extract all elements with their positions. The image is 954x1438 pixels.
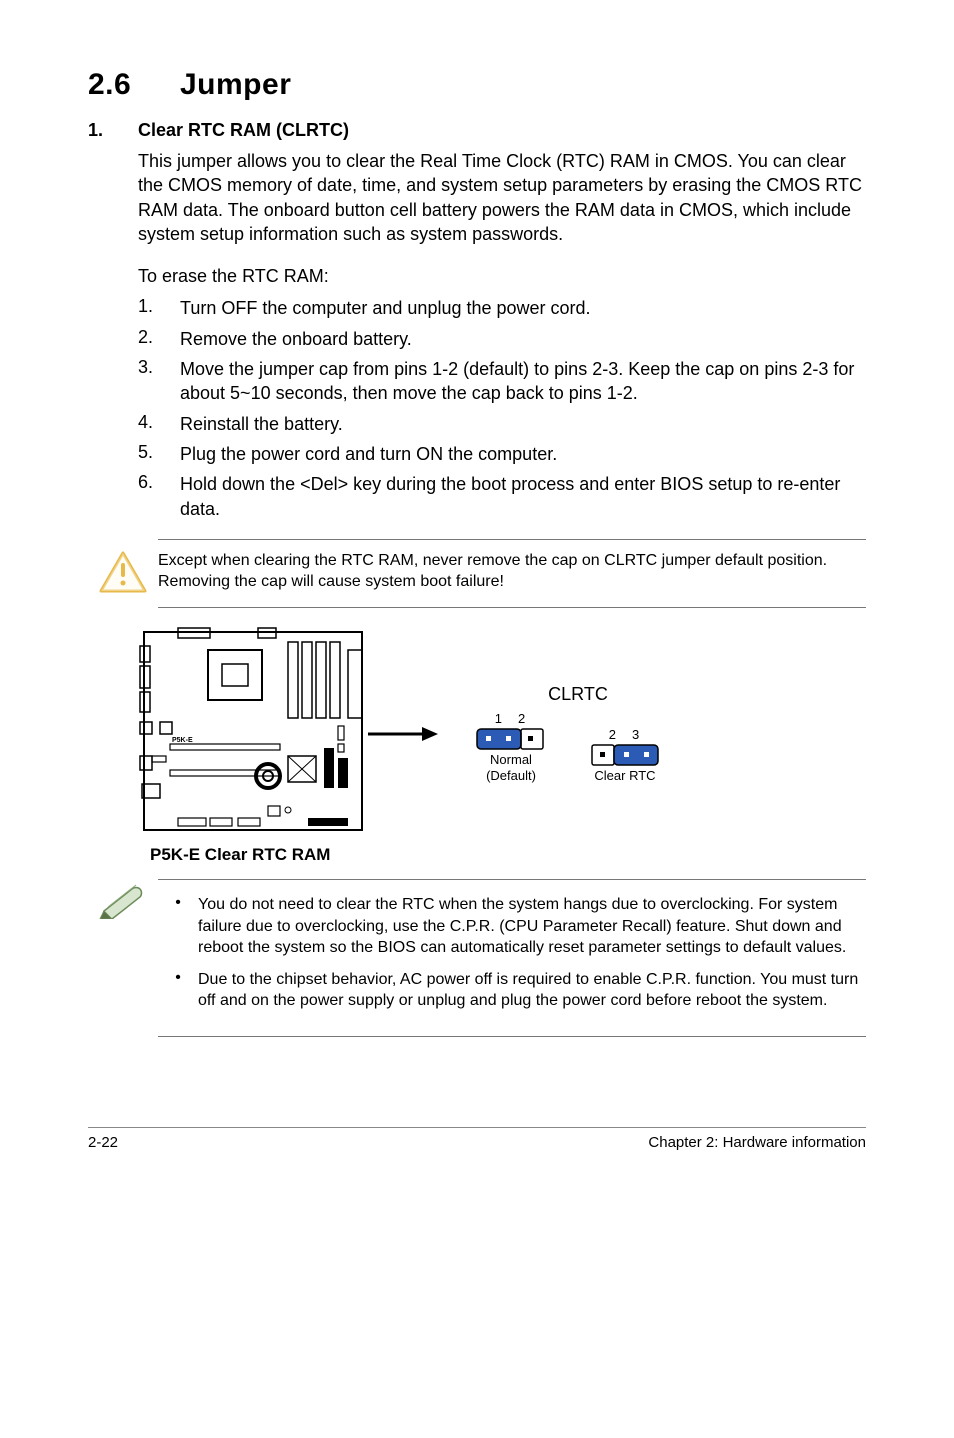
step-number: 2. xyxy=(138,327,180,351)
step-text: Remove the onboard battery. xyxy=(180,327,412,351)
pin-normal: 12 Normal (Default) xyxy=(476,711,546,783)
footer-page-number: 2-22 xyxy=(88,1134,118,1151)
pin-clear: 23 Clear RTC xyxy=(590,727,660,784)
section-title: 2.6Jumper xyxy=(88,68,866,102)
pin-numbers-left: 12 xyxy=(476,711,546,726)
item-description: This jumper allows you to clear the Real… xyxy=(138,149,866,246)
step-text: Reinstall the battery. xyxy=(180,412,343,436)
step-text: Hold down the <Del> key during the boot … xyxy=(180,472,866,521)
step-number: 6. xyxy=(138,472,180,521)
page-footer: 2-22 Chapter 2: Hardware information xyxy=(88,1127,866,1151)
step-number: 4. xyxy=(138,412,180,436)
warning-callout: Except when clearing the RTC RAM, never … xyxy=(88,539,866,608)
step-row: 6. Hold down the <Del> key during the bo… xyxy=(138,472,866,521)
motherboard-diagram: P5K-E CLRTC 12 Normal xyxy=(138,626,866,841)
step-row: 3. Move the jumper cap from pins 1-2 (de… xyxy=(138,357,866,406)
pin-numbers-right: 23 xyxy=(590,727,660,742)
item-number: 1. xyxy=(88,120,138,141)
warning-icon xyxy=(88,551,158,595)
section-number: 2.6 xyxy=(88,68,180,102)
step-row: 5. Plug the power cord and turn ON the c… xyxy=(138,442,866,466)
board-label: P5K-E xyxy=(172,737,193,744)
arrow-icon xyxy=(368,722,438,746)
note-bullet: • You do not need to clear the RTC when … xyxy=(158,894,866,959)
clrtc-label: CLRTC xyxy=(496,684,660,705)
erase-intro: To erase the RTC RAM: xyxy=(138,264,866,288)
step-number: 1. xyxy=(138,296,180,320)
item-title: Clear RTC RAM (CLRTC) xyxy=(138,120,349,141)
warning-text: Except when clearing the RTC RAM, never … xyxy=(158,550,866,593)
note-text: Due to the chipset behavior, AC power of… xyxy=(198,969,866,1012)
pen-icon xyxy=(88,879,158,919)
pin-sub-default: (Default) xyxy=(476,768,546,784)
step-row: 1. Turn OFF the computer and unplug the … xyxy=(138,296,866,320)
board-outline: P5K-E xyxy=(138,626,368,841)
bullet-dot: • xyxy=(158,894,198,959)
jumper-pin-diagram: CLRTC 12 Normal (Default) 23 xyxy=(476,684,660,783)
step-number: 3. xyxy=(138,357,180,406)
note-text: You do not need to clear the RTC when th… xyxy=(198,894,866,959)
step-text: Plug the power cord and turn ON the comp… xyxy=(180,442,557,466)
step-text: Move the jumper cap from pins 1-2 (defau… xyxy=(180,357,866,406)
step-row: 4. Reinstall the battery. xyxy=(138,412,866,436)
section-name: Jumper xyxy=(180,68,291,101)
note-callout: • You do not need to clear the RTC when … xyxy=(88,879,866,1037)
item-heading: 1. Clear RTC RAM (CLRTC) xyxy=(88,120,866,141)
step-number: 5. xyxy=(138,442,180,466)
step-text: Turn OFF the computer and unplug the pow… xyxy=(180,296,591,320)
diagram-caption: P5K-E Clear RTC RAM xyxy=(150,845,866,865)
bullet-dot: • xyxy=(158,969,198,1012)
pin-sub-clear: Clear RTC xyxy=(590,768,660,784)
step-row: 2. Remove the onboard battery. xyxy=(138,327,866,351)
footer-chapter: Chapter 2: Hardware information xyxy=(648,1134,866,1151)
note-bullet: • Due to the chipset behavior, AC power … xyxy=(158,969,866,1012)
pin-sub-normal: Normal xyxy=(476,752,546,768)
